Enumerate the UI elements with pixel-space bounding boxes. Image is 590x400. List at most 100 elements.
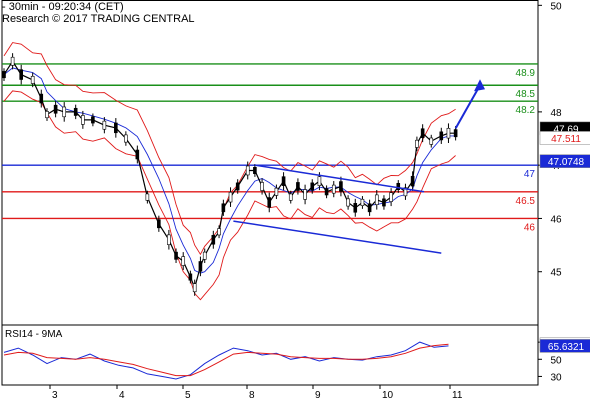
candle-body [360, 198, 365, 206]
x-tick-label-6: 11 [452, 390, 463, 400]
chart-header-timeframe: - 30min - 09:20:34 (CET) [2, 1, 124, 13]
y-tick-label-4: 50 [550, 1, 562, 12]
candle-body [446, 127, 451, 139]
price-tag-2-box [539, 154, 590, 168]
upper-band-line [3, 42, 456, 256]
candle-body [91, 116, 95, 124]
candle-body [296, 182, 300, 191]
candle-body [81, 115, 85, 125]
candle-body [303, 189, 307, 200]
level-label-5: 46 [524, 222, 536, 233]
candle-body [181, 256, 186, 266]
candle-body [73, 107, 78, 116]
candle-body [221, 203, 226, 213]
candle-body [353, 203, 358, 213]
candle-body [30, 75, 35, 84]
candle-body [324, 188, 329, 196]
candle-body [281, 176, 286, 186]
level-label-0: 48.9 [516, 68, 536, 79]
x-tick-label-0: 3 [52, 390, 58, 400]
candle-body [367, 203, 372, 213]
rsi-tick-label-1: 50 [550, 355, 562, 366]
candle-body [167, 234, 171, 245]
candle-body [331, 184, 336, 194]
candle-body [211, 234, 216, 245]
candle-body [62, 106, 67, 118]
candle-body [217, 228, 221, 236]
rsi-pane-frame [1, 324, 539, 386]
candle-body [124, 134, 128, 143]
level-label-2: 48.2 [516, 105, 536, 116]
candle-body [145, 193, 150, 201]
projection-arrow-shaft [454, 84, 481, 129]
y-tick-label-3: 48 [550, 108, 562, 119]
candle-body [374, 194, 379, 205]
price-pane-frame [1, 0, 539, 326]
level-label-4: 46.5 [516, 196, 536, 207]
candle-body [267, 197, 272, 208]
candle-body [245, 165, 250, 176]
projection-arrow-head [474, 79, 485, 92]
y-tick-label-1: 46 [550, 214, 562, 225]
candle-body [339, 181, 343, 192]
price-tag-0-text: 47.69 [553, 124, 578, 135]
rsi-tag-1-box [539, 339, 590, 353]
price-tag-2-text: 47.0748 [548, 157, 585, 168]
level-label-1: 48.5 [516, 89, 536, 100]
candle-body [102, 120, 107, 130]
candle-body [188, 273, 193, 281]
channel-line-0 [254, 164, 425, 193]
candle-body [157, 219, 161, 229]
candle-body [429, 137, 434, 145]
candle-body [253, 166, 257, 174]
channel-line-1 [233, 220, 442, 254]
candle-body [317, 176, 322, 186]
candle-body [53, 104, 58, 114]
candle-body [198, 261, 203, 272]
candle-body [288, 193, 293, 201]
candle-body [453, 129, 458, 138]
y-tick-label-0: 45 [550, 268, 562, 279]
price-series-line [3, 60, 456, 290]
candle-body [420, 128, 425, 138]
rsi-series-rsi14 [3, 341, 449, 380]
candle-body [10, 56, 15, 66]
rsi-tick-label-0: 30 [550, 372, 562, 383]
candle-body [310, 182, 315, 191]
rsi-tag-1-text: 65.6321 [548, 342, 585, 353]
price-tag-1-text: 47.511 [551, 134, 581, 145]
candle-body [260, 182, 264, 191]
candle-body [202, 251, 207, 260]
candle-body [410, 175, 415, 187]
candle-body [114, 122, 118, 134]
level-label-3: 47 [524, 169, 536, 180]
candle-body [39, 93, 44, 104]
x-tick-label-3: 8 [249, 390, 255, 400]
candle-body [135, 149, 140, 160]
candle-body [415, 139, 419, 148]
candle-body [382, 198, 386, 207]
candle-body [235, 182, 240, 191]
candle-body [192, 283, 197, 293]
x-tick-label-1: 4 [119, 390, 125, 400]
price-tag-1-box [539, 131, 590, 145]
x-tick-label-5: 10 [382, 390, 394, 400]
rsi-series-9ma [3, 343, 449, 377]
candle-body [389, 192, 393, 202]
candle-body [346, 198, 350, 207]
lower-band-line [3, 90, 456, 301]
candle-body [19, 69, 24, 80]
candle-body [2, 71, 6, 79]
x-tick-label-2: 5 [185, 390, 191, 400]
candle-group [2, 53, 458, 296]
rsi-pane-title: RSI14 - 9MA [5, 329, 63, 340]
x-tick-label-4: 9 [315, 390, 321, 400]
candle-body [396, 182, 401, 190]
candle-body [45, 111, 49, 119]
candle-body [174, 251, 178, 260]
candle-body [403, 187, 408, 197]
chart-header-copyright: Research © 2017 TRADING CENTRAL [2, 13, 195, 25]
candle-body [274, 187, 279, 196]
